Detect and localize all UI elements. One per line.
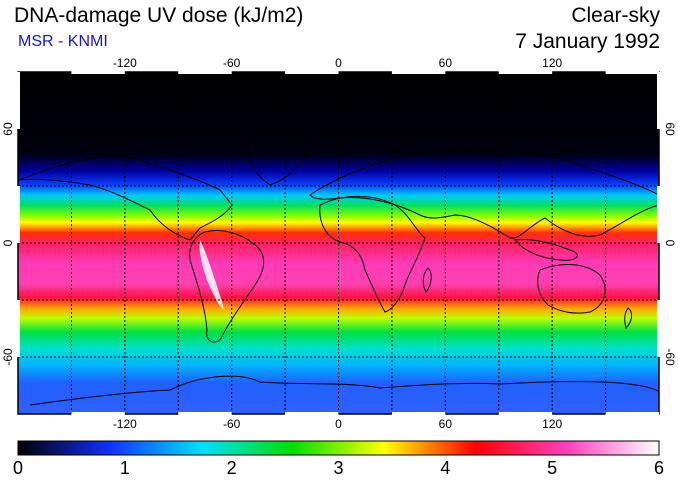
frame-tick-top <box>178 71 232 74</box>
sky-type-label: Clear-sky <box>571 4 660 27</box>
lat-label-left: 60 <box>1 122 15 136</box>
lon-label-top: 120 <box>542 56 562 70</box>
lat-labels-left: 60 0 -60 <box>1 122 15 366</box>
lat-label-right: 0 <box>663 240 677 247</box>
lon-label-top: -60 <box>223 56 241 70</box>
frame-tick-right <box>657 186 660 243</box>
frame-tick-right <box>657 300 660 357</box>
frame-tick-top <box>605 71 659 74</box>
frame-tick-bottom <box>391 412 446 415</box>
frame-tick-top <box>498 71 553 74</box>
coast-europe-asia <box>309 147 659 239</box>
lon-label-bottom: -60 <box>223 417 241 431</box>
andes-high-dose-streak <box>199 240 224 310</box>
frame-tick-left <box>17 186 20 243</box>
lon-labels-top: -120 -60 0 60 120 <box>113 56 563 70</box>
frame-tick-bottom <box>285 412 339 415</box>
graticule <box>18 72 659 414</box>
frame-tick-bottom <box>605 412 659 415</box>
frame-tick-bottom <box>498 412 553 415</box>
lon-label-top: -120 <box>113 56 137 70</box>
coast-south-america <box>189 230 265 343</box>
lat-label-right: 60 <box>663 122 677 136</box>
coast-antarctica <box>29 375 659 406</box>
coast-indonesia <box>514 239 578 261</box>
lat-label-right: -60 <box>663 348 677 366</box>
colorbar <box>18 441 659 455</box>
frame-tick-bottom <box>71 412 125 415</box>
colorbar-label: 2 <box>226 458 237 478</box>
lat-label-left: 0 <box>1 239 15 246</box>
colorbar-label: 0 <box>12 458 24 478</box>
lon-label-bottom: 120 <box>542 417 562 431</box>
lon-label-top: 60 <box>439 56 453 70</box>
frame-tick-left <box>17 72 20 129</box>
frame-tick-top <box>71 71 125 74</box>
coast-new-zealand <box>624 307 633 329</box>
coast-madagascar <box>422 267 432 293</box>
lat-label-left: -60 <box>1 348 15 366</box>
colorbar-label: 5 <box>547 458 558 478</box>
source-label: MSR - KNMI <box>18 33 108 50</box>
date-label: 7 January 1992 <box>515 30 660 53</box>
frame-tick-top <box>391 71 446 74</box>
map-title: DNA-damage UV dose (kJ/m2) <box>14 4 304 27</box>
coast-north-america <box>18 156 233 241</box>
colorbar-frame <box>17 440 660 456</box>
colorbar-label: 6 <box>653 458 665 478</box>
lon-label-top: 0 <box>335 56 342 70</box>
colorbar-label: 4 <box>440 458 451 478</box>
frame-tick-top <box>285 71 339 74</box>
lon-label-bottom: -120 <box>113 417 137 431</box>
lon-labels-bottom: -120 -60 0 60 120 <box>113 417 563 431</box>
frame-tick-bottom <box>178 412 232 415</box>
lon-label-bottom: 0 <box>335 417 342 431</box>
coastlines <box>18 132 659 406</box>
frame-ticks <box>17 71 660 415</box>
lat-labels-right: 60 0 -60 <box>663 122 677 366</box>
colorbar-label: 3 <box>333 458 344 478</box>
lon-label-bottom: 60 <box>439 417 453 431</box>
coast-greenland <box>248 132 311 186</box>
coast-australia <box>537 264 606 314</box>
colorbar-label: 1 <box>119 458 130 478</box>
frame-tick-left <box>17 300 20 357</box>
frame-tick-right <box>657 72 660 129</box>
